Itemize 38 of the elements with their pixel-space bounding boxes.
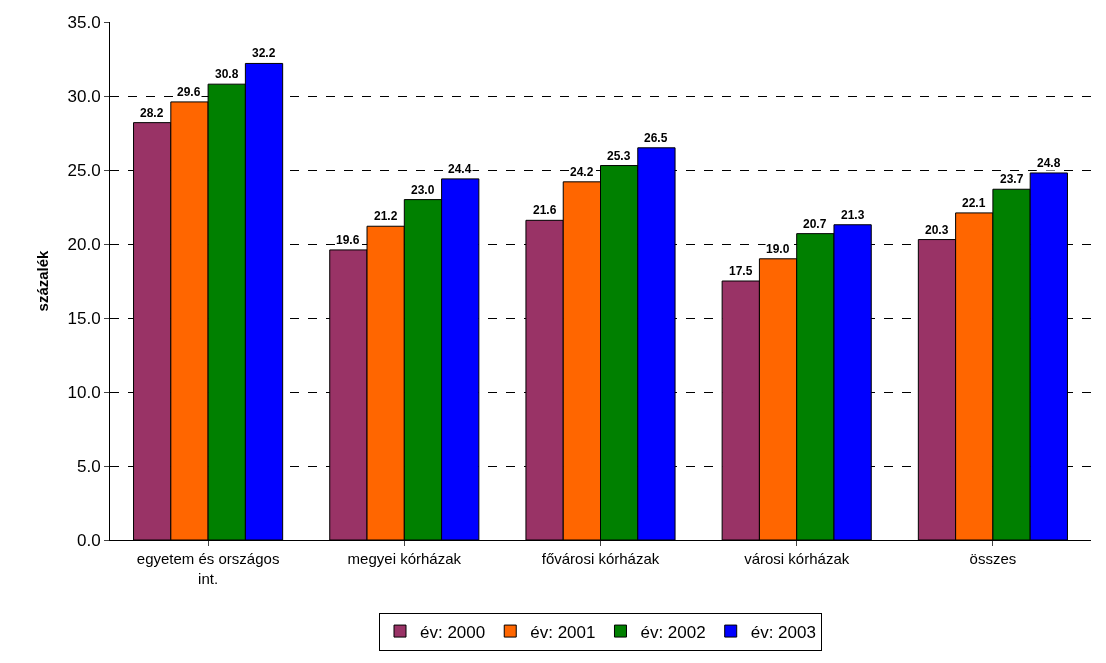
data-label: 24.2 (570, 165, 594, 179)
x-tick-label: városi kórházak (744, 550, 850, 567)
y-tick-label: 25.0 (67, 160, 101, 180)
y-axis-title: százalék (33, 249, 51, 312)
data-label: 28.2 (140, 106, 164, 120)
data-label: 21.2 (374, 209, 398, 223)
data-label: 23.7 (1000, 172, 1024, 186)
data-label: 21.3 (841, 208, 865, 222)
legend-label: év: 2000 (420, 622, 486, 642)
data-label: 24.8 (1037, 156, 1061, 170)
data-label: 17.5 (729, 264, 753, 278)
data-label: 32.2 (252, 46, 276, 60)
data-label: 19.0 (766, 242, 790, 256)
data-label: 29.6 (177, 85, 201, 99)
y-tick-label: 0.0 (76, 530, 101, 550)
data-label: 30.8 (215, 67, 239, 81)
data-label: 23.0 (411, 183, 435, 197)
y-tick-label: 35.0 (67, 12, 101, 32)
y-tick-label: 20.0 (67, 234, 101, 254)
y-tick-label: 5.0 (76, 456, 101, 476)
y-tick-label: 15.0 (67, 308, 101, 328)
data-label: 20.3 (925, 223, 949, 237)
x-tick-label: egyetem és országos int. (136, 550, 280, 587)
data-label: 24.4 (448, 162, 472, 176)
data-label: 20.7 (803, 217, 827, 231)
data-label: 19.6 (336, 233, 360, 247)
data-label: 21.6 (533, 203, 557, 217)
legend-label: év: 2002 (640, 622, 706, 642)
x-tick-label: összes (969, 550, 1017, 567)
legend-label: év: 2003 (750, 622, 816, 642)
data-label: 22.1 (962, 196, 986, 210)
x-tick-label: fővárosi kórházak (541, 550, 660, 567)
data-label: 25.3 (607, 149, 631, 163)
data-label: 26.5 (644, 131, 668, 145)
y-tick-label: 30.0 (67, 86, 101, 106)
legend-label: év: 2001 (530, 622, 596, 642)
x-tick-label: megyei kórházak (347, 550, 462, 567)
y-tick-label: 10.0 (67, 382, 101, 402)
